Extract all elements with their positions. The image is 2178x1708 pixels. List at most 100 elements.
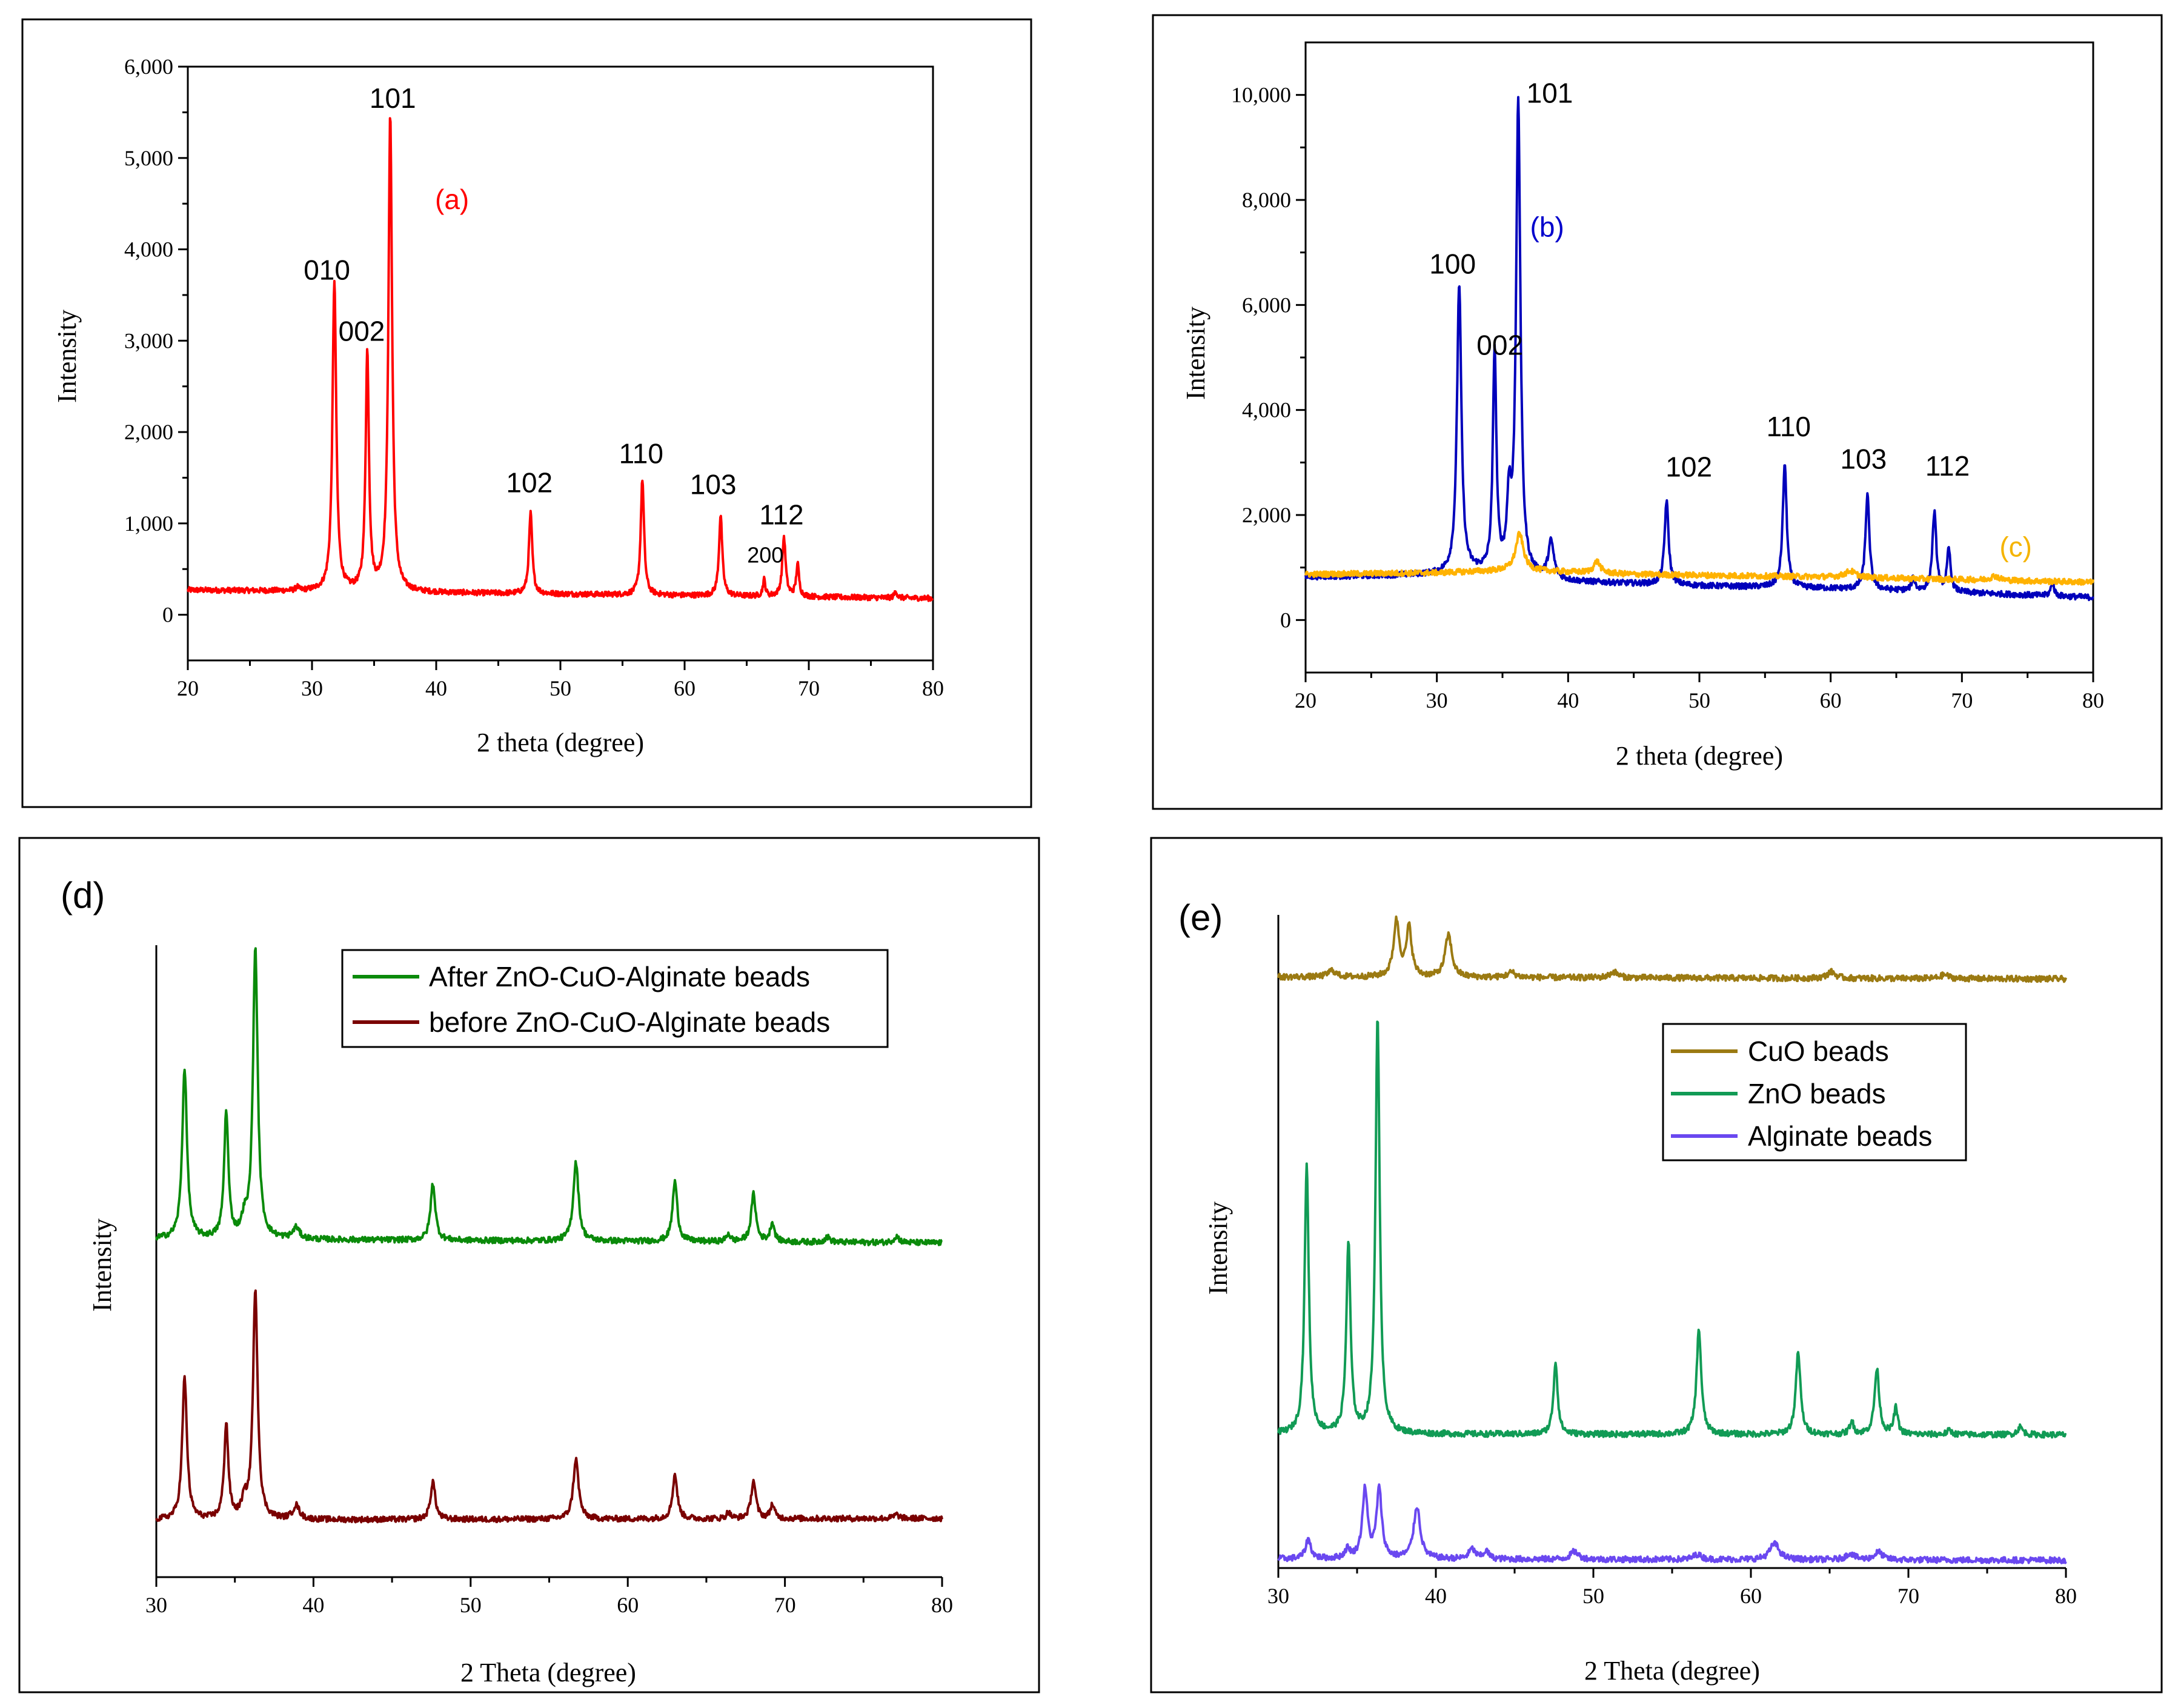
panel-b: 20 30 40 50 60 70 80 0 2,000 4,000 6,000 8,000 10,0…: [1152, 14, 2163, 810]
x-tick-label: 50: [549, 676, 571, 700]
x-tick-label: 80: [2082, 688, 2104, 713]
panel-b-series-labels: (b) (c): [1530, 211, 2032, 563]
panel-e-y-axis-label: Intensity: [1203, 1201, 1233, 1295]
x-tick-label: 30: [1426, 688, 1448, 713]
x-tick-label: 40: [1425, 1584, 1447, 1608]
x-tick-label: 80: [922, 676, 944, 700]
panel-e-x-axis-label: 2 Theta (degree): [1584, 1656, 1760, 1686]
panel-d-label: (d): [61, 875, 105, 915]
y-tick-label: 6,000: [124, 55, 173, 79]
x-tick-label: 70: [1897, 1584, 1919, 1608]
x-tick-label: 30: [301, 676, 323, 700]
panel-b-series: [1304, 96, 2094, 602]
panel-b-y-ticks: 0 2,000 4,000 6,000 8,000 10,000: [1231, 83, 1306, 632]
peak-label: 110: [1767, 411, 1811, 442]
y-tick-label: 10,000: [1231, 83, 1291, 107]
series-line-cuo-beads: [1277, 915, 2067, 983]
x-tick-label: 40: [302, 1593, 324, 1617]
series-label: (b): [1530, 211, 1564, 243]
panel-e-series: [1277, 915, 2067, 1564]
x-tick-label: 30: [1267, 1584, 1289, 1608]
panel-e-legend-label-cuo: CuO beads: [1748, 1035, 1889, 1067]
panel-a-y-axis-label: Intensity: [52, 310, 82, 403]
x-tick-label: 70: [1951, 688, 1973, 713]
peak-label: 101: [1527, 78, 1573, 109]
panel-e-legend-label-alginate: Alginate beads: [1748, 1120, 1932, 1152]
peak-label: 002: [1476, 330, 1523, 361]
series-line-after-zno-cuo-alginate-beads: [155, 947, 943, 1246]
panel-d-legend-label-after: After ZnO-CuO-Alginate beads: [429, 961, 810, 992]
panel-d-legend: After ZnO-CuO-Alginate beads before ZnO-…: [341, 949, 889, 1048]
panel-a-x-ticks: 20 30 40 50 60 70 80: [177, 660, 944, 700]
x-tick-label: 40: [1557, 688, 1579, 713]
y-tick-label: 2,000: [124, 420, 173, 444]
panel-e-legend-label-zno: ZnO beads: [1748, 1078, 1886, 1109]
series-line-zno-beads: [1277, 1020, 2067, 1439]
panel-a-border: [21, 18, 1032, 808]
panel-e: (e) 30 40 50 60 70 80 CuO beads ZnO beads Alg…: [1150, 837, 2163, 1693]
panel-b-y-axis-label: Intensity: [1181, 307, 1210, 400]
x-tick-label: 20: [1295, 688, 1316, 713]
peak-label: 103: [1840, 444, 1887, 475]
x-tick-label: 50: [1582, 1584, 1604, 1608]
peak-label: 102: [506, 467, 553, 499]
x-tick-label: 60: [674, 676, 696, 700]
panel-a-peak-labels: 010 002 101 102 110 103 112 200: [304, 82, 803, 568]
x-tick-label: 70: [774, 1593, 796, 1617]
x-tick-label: 40: [425, 676, 447, 700]
y-tick-label: 1,000: [124, 511, 173, 536]
panel-d-legend-label-before: before ZnO-CuO-Alginate beads: [429, 1006, 830, 1038]
peak-label: 112: [759, 499, 803, 530]
x-tick-label: 70: [798, 676, 820, 700]
peak-label: 112: [1925, 450, 1970, 482]
y-tick-label: 6,000: [1242, 293, 1291, 317]
peak-label: 110: [619, 437, 663, 469]
series-line-a: [187, 117, 934, 602]
y-tick-label: 5,000: [124, 146, 173, 170]
peak-label: 002: [339, 315, 385, 347]
peak-label: 200: [747, 543, 783, 568]
panel-a-x-axis-label: 2 theta (degree): [477, 728, 644, 757]
y-tick-label: 2,000: [1242, 503, 1291, 527]
x-tick-label: 80: [2055, 1584, 2077, 1608]
panel-a-series: [187, 117, 934, 602]
x-tick-label: 20: [177, 676, 199, 700]
peak-label: 101: [370, 82, 416, 114]
panel-d-x-ticks: 30 40 50 60 70 80: [145, 1577, 953, 1617]
panel-b-x-axis-label: 2 theta (degree): [1616, 741, 1783, 771]
panel-d-y-axis-label: Intensity: [87, 1218, 117, 1312]
series-line-before-zno-cuo-alginate-beads: [155, 1289, 943, 1524]
x-tick-label: 60: [1820, 688, 1842, 713]
y-tick-label: 8,000: [1242, 188, 1291, 212]
x-tick-label: 30: [145, 1593, 167, 1617]
y-tick-label: 3,000: [124, 328, 173, 353]
panel-e-legend: CuO beads ZnO beads Alginate beads: [1662, 1023, 1967, 1161]
panel-b-border: [1152, 14, 2163, 810]
panel-e-border: [1150, 837, 2163, 1693]
y-tick-label: 4,000: [1242, 398, 1291, 422]
panel-a-label: (a): [435, 184, 469, 215]
panel-d-legend-box: [341, 949, 889, 1048]
x-tick-label: 60: [1740, 1584, 1762, 1608]
x-tick-label: 80: [931, 1593, 953, 1617]
peak-label: 100: [1429, 248, 1476, 279]
peak-label: 010: [304, 254, 350, 285]
panel-b-x-ticks: 20 30 40 50 60 70 80: [1295, 673, 2104, 713]
series-line-c: [1304, 531, 2094, 586]
peak-label: 102: [1665, 451, 1712, 483]
peak-label: 103: [690, 469, 737, 500]
x-tick-label: 50: [460, 1593, 482, 1617]
panel-e-x-ticks: 30 40 50 60 70 80: [1267, 1568, 2077, 1608]
panel-a: 20 30 40 50 60 70 80 0 1,000 2,000 3,000 4,000 5,00…: [21, 18, 1032, 808]
panel-d-series: [155, 947, 943, 1524]
series-line-alginate-beads: [1277, 1483, 2067, 1564]
x-tick-label: 50: [1688, 688, 1710, 713]
series-label: (c): [1999, 531, 2032, 562]
y-tick-label: 4,000: [124, 238, 173, 262]
y-tick-label: 0: [1280, 608, 1291, 632]
panel-d-x-axis-label: 2 Theta (degree): [460, 1658, 636, 1687]
panel-a-y-ticks: 0 1,000 2,000 3,000 4,000 5,000 6,000: [124, 55, 188, 627]
panel-e-label: (e): [1178, 897, 1223, 938]
panel-b-peak-labels: 100 002 101 102 110 103 112: [1429, 78, 1970, 483]
